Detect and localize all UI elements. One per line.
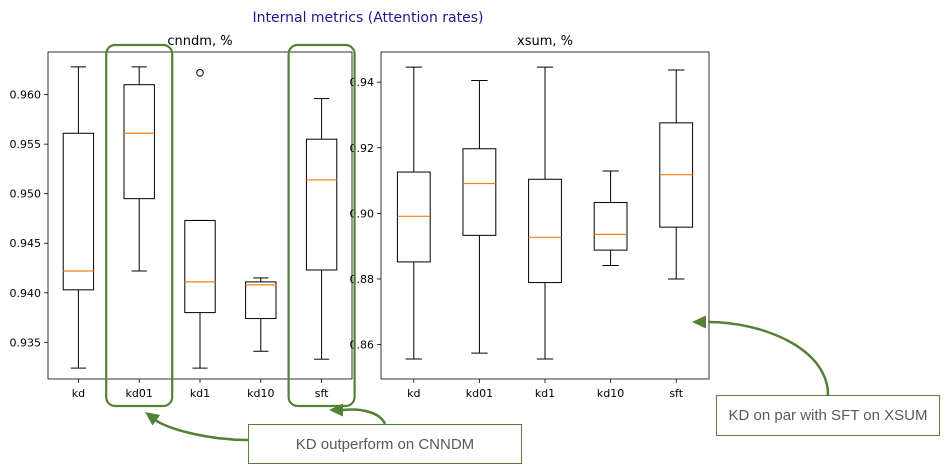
x-tick-label: kd bbox=[72, 387, 85, 400]
box-kd bbox=[396, 66, 431, 360]
y-tick-label: 0.94 bbox=[350, 76, 375, 89]
x-tick-label: kd01 bbox=[466, 387, 493, 400]
annotation-xsum: KD on par with SFT on XSUM bbox=[716, 395, 940, 436]
box-iqr bbox=[305, 138, 338, 271]
highlight-frame-kd01 bbox=[105, 43, 174, 408]
x-tick-label: kd1 bbox=[190, 387, 210, 400]
annotation-cnndm: KD outperform on CNNDM bbox=[248, 424, 522, 464]
y-tick-label: 0.950 bbox=[10, 188, 42, 201]
arrowhead-sft bbox=[329, 403, 343, 417]
x-tick-label: sft bbox=[669, 387, 683, 400]
y-tick-label: 0.935 bbox=[10, 336, 42, 349]
y-tick-label: 0.92 bbox=[350, 142, 375, 155]
x-tick-label: sft bbox=[315, 387, 329, 400]
figure-title: Internal metrics (Attention rates) bbox=[253, 10, 484, 26]
box-iqr bbox=[528, 178, 562, 284]
box-kd01 bbox=[462, 80, 497, 354]
x-tick-label: kd1 bbox=[535, 387, 555, 400]
arrowhead-kd01 bbox=[145, 412, 161, 426]
y-tick-label: 0.940 bbox=[10, 287, 42, 300]
outlier-point bbox=[196, 69, 204, 77]
x-tick-label: kd01 bbox=[126, 387, 153, 400]
y-tick-label: 0.88 bbox=[350, 273, 375, 286]
box-kd1 bbox=[528, 66, 562, 360]
box-sft bbox=[659, 69, 694, 280]
x-tick-label: kd10 bbox=[247, 387, 274, 400]
chart-panel-0: cnndm, % 0.935 0.940 0.945 0.950 0.955 0.960 kd… bbox=[10, 34, 353, 400]
box-iqr bbox=[396, 171, 431, 263]
box-iqr bbox=[245, 281, 277, 320]
box-kd10 bbox=[245, 277, 277, 352]
arrowhead-xsum bbox=[692, 315, 706, 329]
box-iqr bbox=[123, 84, 155, 200]
annotation-xsum-text: KD on par with SFT on XSUM bbox=[728, 407, 928, 424]
y-tick-label: 0.90 bbox=[350, 207, 375, 220]
arrow-to-sft bbox=[342, 408, 387, 425]
chart-panel-1: xsum, % 0.86 0.88 0.90 0.92 0.94 kd kd01 kd1 kd10… bbox=[350, 34, 710, 400]
highlight-frame-sft bbox=[287, 43, 356, 408]
box-iqr bbox=[184, 219, 216, 314]
box-sft bbox=[305, 98, 338, 360]
box-iqr bbox=[462, 148, 497, 236]
x-tick-label: kd10 bbox=[597, 387, 624, 400]
box-kd bbox=[62, 66, 95, 369]
box-kd01 bbox=[123, 66, 155, 272]
box-iqr bbox=[62, 132, 95, 291]
arrow-to-xsum bbox=[707, 320, 830, 396]
y-tick-label: 0.960 bbox=[10, 89, 42, 102]
chart-title: xsum, % bbox=[517, 34, 573, 49]
box-kd10 bbox=[593, 170, 628, 267]
box-iqr bbox=[593, 202, 628, 251]
y-tick-label: 0.86 bbox=[350, 339, 375, 352]
arrow-to-kd01 bbox=[151, 416, 249, 442]
annotation-cnndm-text: KD outperform on CNNDM bbox=[295, 435, 475, 453]
y-tick-label: 0.955 bbox=[10, 138, 42, 151]
box-kd1 bbox=[184, 69, 216, 369]
x-tick-label: kd bbox=[407, 387, 420, 400]
y-tick-label: 0.945 bbox=[10, 237, 42, 250]
chart-title: cnndm, % bbox=[167, 34, 232, 49]
